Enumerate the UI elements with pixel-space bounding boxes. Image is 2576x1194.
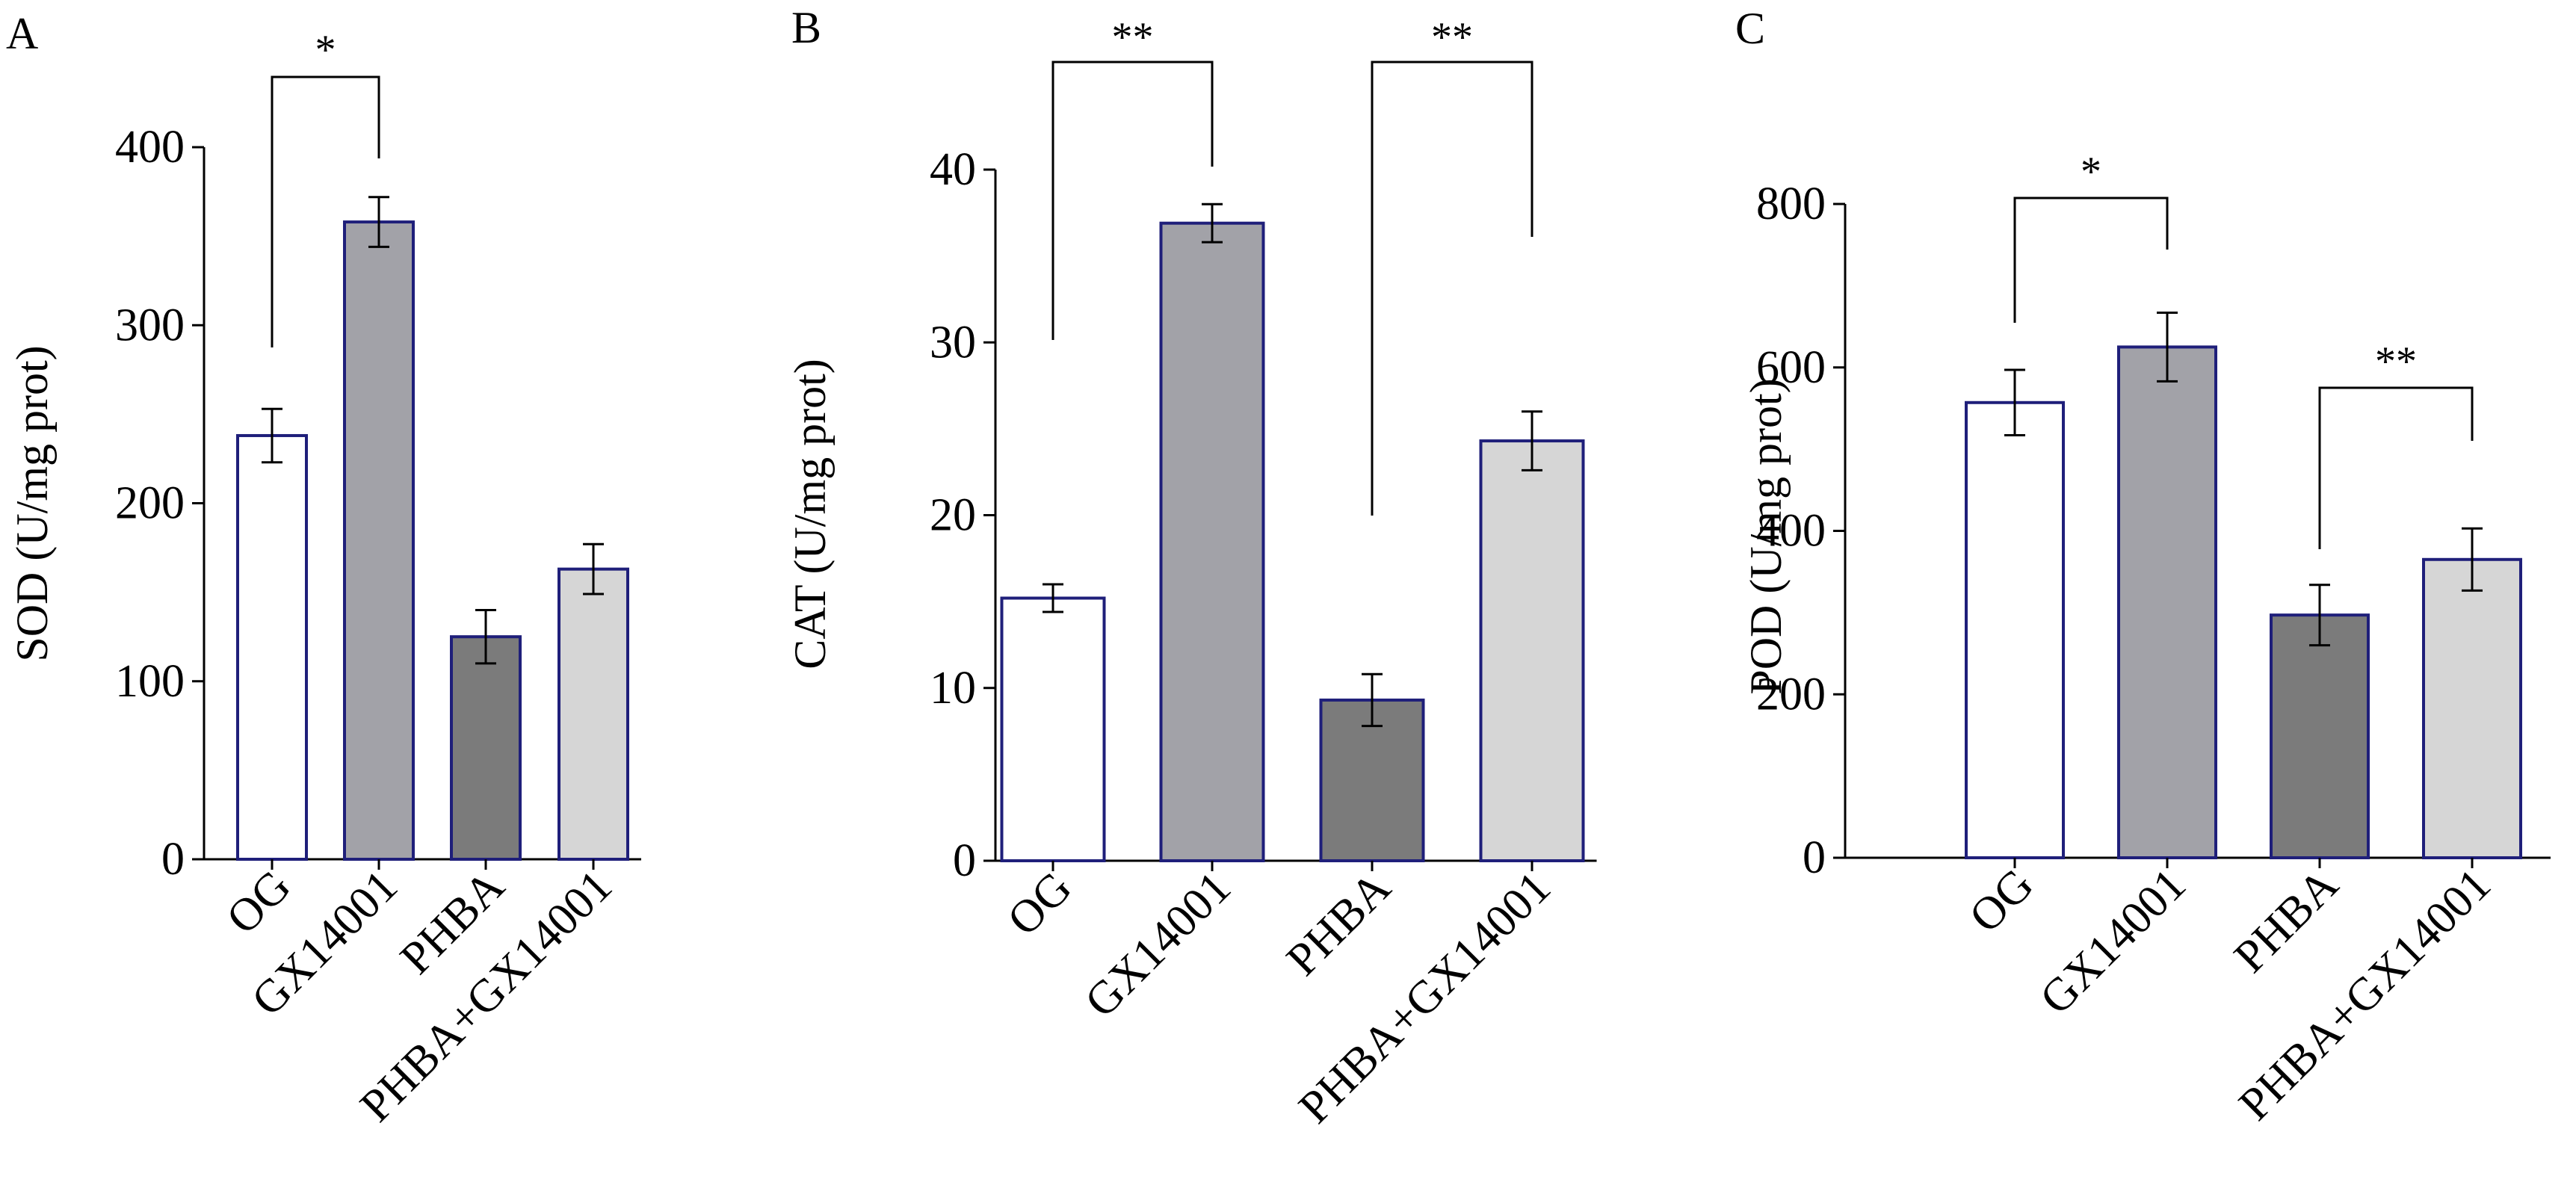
bar-GX14001 xyxy=(1159,221,1265,862)
x-tick-label: GX14001 xyxy=(1075,862,1241,1027)
x-tick-label: OG xyxy=(217,861,300,944)
y-tick-label: 600 xyxy=(1756,342,1826,393)
bar-PHBA+GX14001 xyxy=(1479,439,1585,862)
significance-bracket xyxy=(271,75,380,347)
y-axis-label: POD (U/mg prot) xyxy=(1741,378,1791,694)
panel-label: B xyxy=(791,3,821,52)
y-tick-label: 0 xyxy=(953,835,976,886)
significance-bracket xyxy=(1051,61,1214,340)
bar-PHBA xyxy=(450,635,522,861)
x-tick-label: PHBA+GX14001 xyxy=(2229,859,2501,1130)
y-tick-label: 200 xyxy=(1756,669,1826,720)
y-tick-label: 100 xyxy=(115,656,185,707)
y-tick-label: 40 xyxy=(930,144,976,195)
y-tick-label: 30 xyxy=(930,317,976,368)
y-axis-label: CAT (U/mg prot) xyxy=(785,359,835,669)
x-tick-label: GX14001 xyxy=(2030,859,2196,1024)
significance-label: ** xyxy=(1112,14,1154,61)
y-axis-label: SOD (U/mg prot) xyxy=(7,345,57,661)
y-tick-label: 20 xyxy=(930,490,976,541)
y-tick-label: 0 xyxy=(1803,832,1826,883)
bar-GX14001 xyxy=(2117,345,2217,859)
bar-PHBA+GX14001 xyxy=(557,567,629,862)
y-tick-label: 10 xyxy=(930,663,976,714)
significance-label: ** xyxy=(1431,14,1473,61)
significance-bracket xyxy=(2013,197,2169,323)
y-tick-label: 800 xyxy=(1756,179,1826,229)
significance-bracket xyxy=(1371,61,1533,516)
bar-PHBA+GX14001 xyxy=(2422,557,2522,859)
significance-label: * xyxy=(315,27,336,73)
panel-label: A xyxy=(6,9,38,58)
y-tick-label: 400 xyxy=(1756,506,1826,557)
bar-PHBA xyxy=(2270,613,2370,859)
panel-label: C xyxy=(1735,4,1765,53)
x-tick-label: PHBA xyxy=(2225,859,2348,983)
bar-OG xyxy=(1965,400,2065,859)
bar-GX14001 xyxy=(343,220,415,861)
y-tick-label: 300 xyxy=(115,300,185,350)
significance-label: ** xyxy=(2375,338,2417,385)
x-tick-label: PHBA xyxy=(1277,862,1400,986)
y-tick-label: 200 xyxy=(115,478,185,529)
y-tick-label: 0 xyxy=(161,834,185,885)
significance-label: * xyxy=(2081,149,2101,195)
significance-bracket xyxy=(2318,386,2474,549)
bar-OG xyxy=(1000,596,1106,862)
x-tick-label: OG xyxy=(998,862,1081,945)
bar-OG xyxy=(236,433,308,861)
x-tick-label: OG xyxy=(1959,859,2042,942)
y-tick-label: 400 xyxy=(115,122,185,173)
